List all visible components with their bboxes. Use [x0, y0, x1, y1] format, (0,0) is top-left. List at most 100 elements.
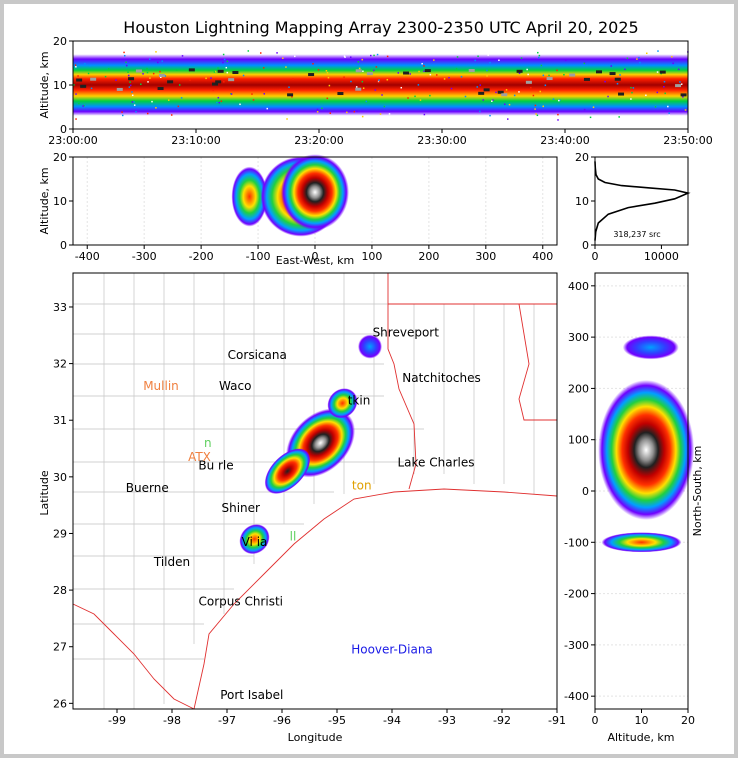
- x-tick-label: 23:40:00: [540, 134, 589, 147]
- altitude-time-source: [288, 63, 290, 66]
- x-tick-label: 23:30:00: [417, 134, 466, 147]
- city-label: Bu rle: [198, 459, 233, 473]
- y-tick-label: 32: [53, 358, 67, 371]
- lma-figure: Houston Lightning Mapping Array 2300-235…: [38, 18, 713, 744]
- northsouth-ticks: -400 -300 -200 -100 0 100 200 300 400 0 10 20: [564, 280, 695, 727]
- colored-map-label: ATX: [188, 450, 211, 464]
- altitude-time-source: [326, 71, 329, 74]
- altitude-time-source: [436, 74, 438, 76]
- altitude-time-source: [128, 86, 131, 88]
- altitude-time-source: [220, 100, 223, 102]
- y-tick-label: 29: [53, 527, 67, 540]
- altitude-time-source: [489, 114, 491, 117]
- altitude-time-core: [167, 80, 174, 84]
- altitude-time-source: [526, 68, 528, 71]
- altitude-time-source: [365, 100, 368, 103]
- eastwest-cluster: [281, 154, 349, 231]
- y-tick-label: 20: [53, 35, 67, 48]
- altitude-time-source: [508, 103, 511, 106]
- altitude-time-source: [107, 68, 110, 70]
- altitude-time-source: [213, 71, 216, 73]
- altitude-time-source: [486, 69, 488, 72]
- altitude-time-source: [146, 71, 149, 74]
- altitude-time-source: [294, 55, 296, 58]
- map-panel: Shreveport Corsicana Natchitoches Waco tkin L…: [38, 272, 566, 744]
- altitude-time-source: [592, 106, 595, 108]
- altitude-time-source: [147, 81, 149, 83]
- eastwest-cluster: [231, 166, 268, 227]
- altitude-time-source: [125, 61, 127, 64]
- altitude-time-source: [362, 70, 364, 73]
- altitude-time-source: [518, 91, 520, 93]
- colored-map-label: Hoover-Diana: [351, 643, 433, 657]
- x-tick-label: 100: [361, 250, 382, 263]
- altitude-time-source: [223, 58, 226, 61]
- altitude-time-source: [538, 54, 541, 57]
- altitude-time-core: [497, 90, 504, 94]
- altitude-time-source: [654, 106, 657, 108]
- altitude-time-source: [127, 71, 129, 73]
- altitude-time-source: [325, 69, 328, 72]
- altitude-time-core: [424, 69, 431, 73]
- altitude-time-core: [337, 92, 344, 96]
- altitude-time-source: [507, 118, 509, 120]
- altitude-time-source: [83, 104, 85, 107]
- altitude-time-source: [677, 68, 680, 71]
- altitude-time-source: [74, 64, 77, 66]
- altitude-time-source: [346, 111, 348, 114]
- altitude-time-source: [423, 70, 425, 73]
- colored-map-label: ton: [352, 478, 372, 492]
- altitude-time-source: [327, 76, 330, 79]
- x-tick-label: 10000: [644, 250, 679, 263]
- altitude-time-core: [525, 80, 532, 84]
- altitude-time-source: [282, 57, 284, 59]
- altitude-time-source: [175, 69, 178, 71]
- altitude-time-core: [308, 73, 315, 77]
- x-tick-label: -98: [163, 714, 181, 727]
- y-tick-label: 20: [53, 151, 67, 164]
- x-tick-label: -92: [493, 714, 511, 727]
- altitude-time-source: [205, 77, 207, 80]
- altitude-time-source: [656, 91, 659, 94]
- city-label: Waco: [219, 379, 251, 393]
- map-city-labels: Shreveport Corsicana Natchitoches Waco tkin L…: [126, 325, 481, 701]
- altitude-time-source: [291, 96, 293, 98]
- altitude-time-source: [563, 73, 565, 76]
- city-label: tkin: [348, 393, 371, 407]
- altitude-time-source: [557, 119, 559, 121]
- altitude-time-source: [433, 59, 435, 61]
- altitude-time-source: [87, 72, 90, 75]
- altitude-time-source: [149, 58, 151, 60]
- altitude-time-source: [356, 110, 358, 112]
- altitude-time-core: [546, 77, 553, 81]
- altitude-time-source: [239, 103, 241, 106]
- altitude-time-source: [167, 99, 170, 101]
- altitude-time-source: [374, 89, 377, 91]
- altitude-time-source: [210, 77, 212, 79]
- altitude-time-source: [146, 67, 148, 70]
- altitude-time-band: [73, 54, 688, 116]
- figure-canvas: Houston Lightning Mapping Array 2300-235…: [4, 4, 734, 754]
- altitude-time-source: [645, 94, 647, 97]
- altitude-histogram-panel: 0 10 20 0 10000 318,237 src: [575, 151, 691, 263]
- altitude-time-source: [77, 75, 79, 77]
- altitude-time-core: [212, 82, 219, 86]
- altitude-time-core: [366, 72, 373, 76]
- altitude-time-source: [223, 81, 225, 83]
- altitude-time-source: [505, 89, 508, 91]
- map-frame: [72, 272, 558, 710]
- x-tick-label: 23:00:00: [48, 134, 97, 147]
- altitude-time-source: [84, 62, 86, 65]
- x-tick-label: -200: [189, 250, 214, 263]
- altitude-time-source: [664, 92, 666, 95]
- x-tick-label: 300: [475, 250, 496, 263]
- altitude-time-source: [489, 61, 491, 64]
- altitude-eastwest-panel: 0 10 20 -400 -300 -200 -100 0 100 200 300 400 East-…: [38, 151, 558, 267]
- city-label: Shiner: [222, 501, 261, 515]
- y-tick-label: 33: [53, 301, 67, 314]
- altitude-time-source: [548, 74, 550, 77]
- altitude-time-source: [397, 72, 400, 74]
- altitude-time-source: [104, 75, 107, 78]
- altitude-time-core: [618, 92, 625, 96]
- altitude-time-source: [680, 83, 683, 85]
